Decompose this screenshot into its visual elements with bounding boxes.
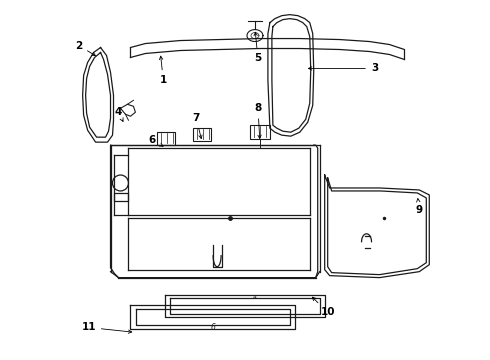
Bar	[193, 128, 211, 141]
Text: 6: 6	[211, 323, 216, 332]
Text: 7: 7	[193, 113, 202, 139]
Text: 8: 8	[254, 103, 262, 139]
Text: 11: 11	[81, 323, 132, 333]
Bar	[250, 125, 270, 139]
Text: 9: 9	[416, 199, 423, 215]
Text: 3: 3	[309, 63, 378, 73]
Text: 4: 4	[253, 295, 257, 300]
Text: 6: 6	[149, 135, 163, 146]
Text: 1: 1	[159, 56, 167, 85]
Bar	[114, 193, 128, 201]
Text: 5: 5	[254, 32, 262, 63]
Text: 2: 2	[75, 41, 96, 55]
Text: 4: 4	[115, 107, 123, 121]
Bar	[157, 132, 175, 145]
Text: 10: 10	[312, 297, 335, 318]
